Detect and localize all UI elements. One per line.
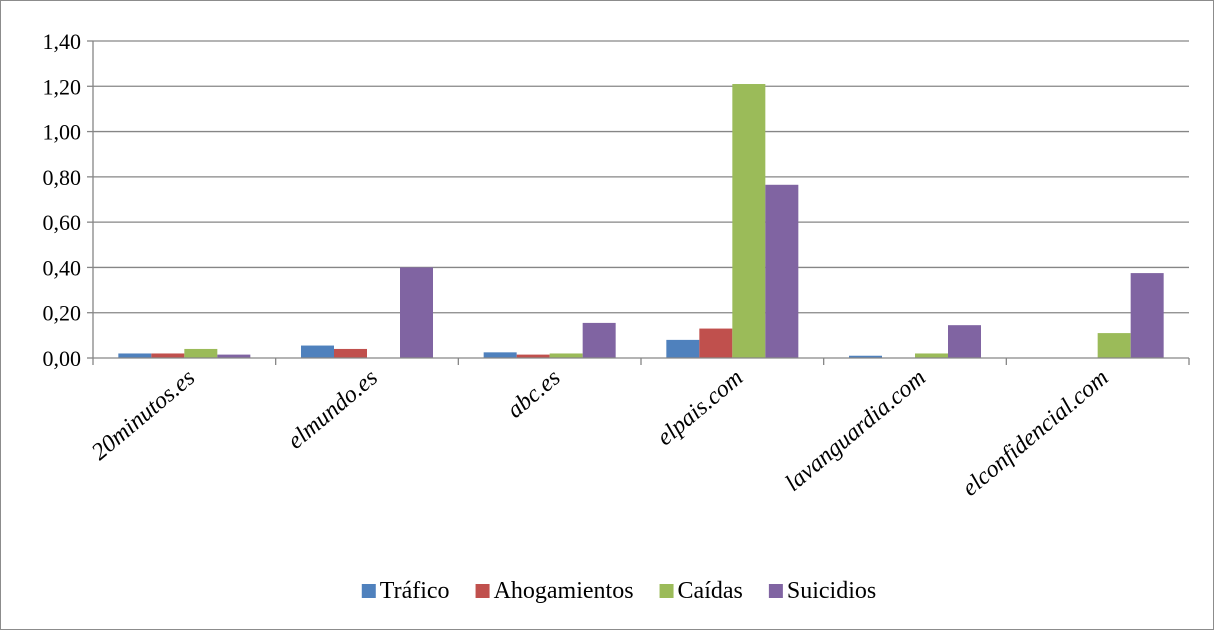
legend-swatch: [768, 584, 783, 598]
bar-ahogamientos: [334, 348, 367, 358]
x-category-label: 20minutos.es: [87, 365, 200, 466]
y-tick-label: 0,80: [43, 165, 82, 190]
y-tick-label: 0,20: [43, 301, 82, 326]
legend-swatch: [361, 584, 376, 598]
bar-caídas: [732, 84, 766, 359]
bar-suicidios: [1130, 273, 1164, 358]
y-tick-labels: 0,00 0,20 0,40 0,60 0,80 1,00 1,20 1,40: [43, 29, 82, 371]
legend-item: Tráfico: [361, 578, 450, 604]
legend-item: Caídas: [659, 578, 743, 604]
legend-label: Caídas: [678, 578, 743, 604]
legend-label: Ahogamientos: [494, 578, 634, 604]
bar-suicidios: [948, 325, 981, 358]
x-category-label: lavanguardia.com: [781, 365, 931, 497]
bar-tráfico: [849, 355, 882, 358]
bar-suicidios: [400, 267, 433, 358]
bar-suicidios: [765, 184, 799, 358]
bar-tráfico: [301, 345, 334, 358]
x-category-label: abc.es: [502, 365, 565, 424]
bar-ahogamientos: [699, 328, 733, 358]
y-tick-label: 1,40: [43, 29, 82, 54]
bar-tráfico: [666, 339, 700, 358]
bar-caídas: [915, 353, 948, 358]
legend: Tráfico Ahogamientos Caídas Suicidios: [361, 578, 876, 604]
legend-label: Tráfico: [380, 578, 450, 604]
bar-ahogamientos: [516, 354, 550, 358]
x-category-label: elconfidencial.com: [957, 365, 1113, 502]
y-tick-label: 0,40: [43, 255, 82, 280]
y-tick-label: 0,00: [43, 346, 82, 371]
y-tick-label: 0,60: [43, 210, 82, 235]
x-category-labels: 20minutos.es elmundo.es abc.es elpais.com la…: [87, 365, 1114, 502]
bar-suicidios: [217, 354, 251, 358]
y-tick-label: 1,20: [43, 74, 82, 99]
y-tick-label: 1,00: [43, 120, 82, 145]
bar-caídas: [1097, 333, 1131, 358]
bar-caídas: [549, 353, 583, 358]
bar-caídas: [184, 348, 218, 358]
x-category-label: elmundo.es: [283, 365, 383, 455]
axes: [87, 40, 1190, 365]
bar-ahogamientos: [151, 353, 185, 358]
legend-swatch: [475, 584, 490, 598]
bar-tráfico: [483, 352, 517, 358]
legend-label: Suicidios: [787, 578, 876, 604]
bar-tráfico: [118, 353, 152, 358]
legend-swatch: [659, 584, 674, 598]
bar-suicidios: [582, 322, 616, 358]
gridlines: [93, 40, 1189, 314]
x-category-label: elpais.com: [652, 365, 748, 451]
bars: [118, 84, 1164, 359]
legend-item: Ahogamientos: [475, 578, 634, 604]
legend-item: Suicidios: [768, 578, 876, 604]
